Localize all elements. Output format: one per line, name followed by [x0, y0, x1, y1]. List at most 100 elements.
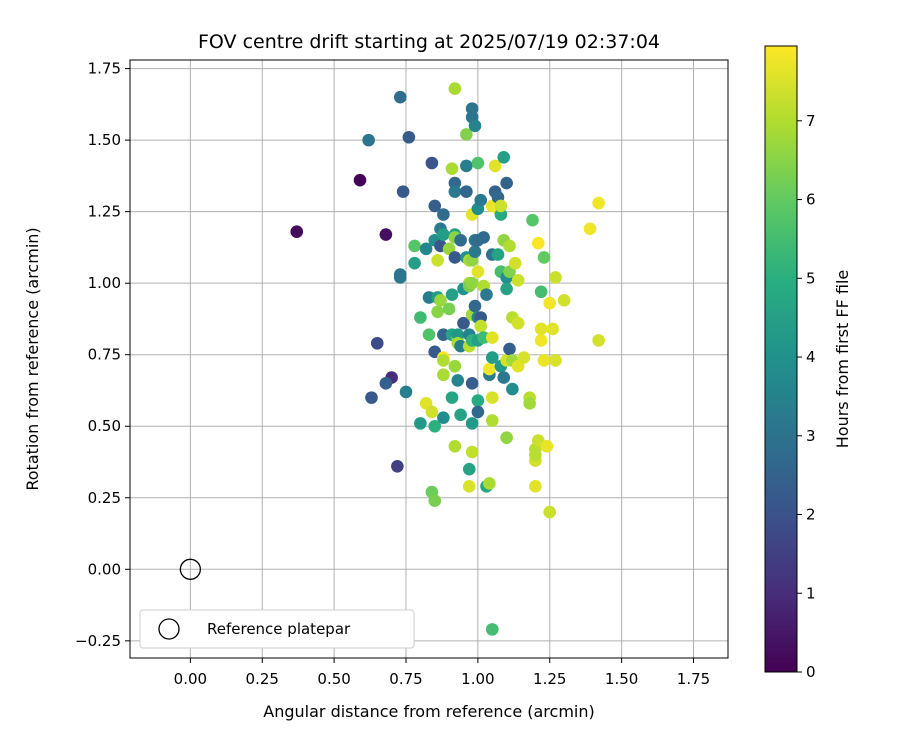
data-point [549, 354, 562, 367]
data-point [425, 405, 439, 419]
x-tick-label: 0.50 [317, 670, 350, 688]
y-tick-label: 0.00 [88, 560, 121, 578]
x-axis-label: Angular distance from reference (arcmin) [263, 702, 594, 721]
data-point [465, 417, 479, 430]
data-point [468, 299, 482, 313]
colorbar-tick-label: 6 [806, 191, 816, 209]
data-point [485, 351, 499, 364]
x-tick-label: 1.25 [533, 670, 566, 688]
data-point [483, 362, 496, 376]
y-tick-label: −0.25 [75, 632, 121, 650]
x-tick-label: 0.00 [174, 670, 207, 688]
data-point [391, 459, 404, 473]
data-point [422, 328, 436, 341]
data-point [445, 288, 459, 301]
y-axis-ticks: −0.25 0.00 0.25 0.50 0.75 1.00 1.25 1.50 1.75 [75, 60, 130, 650]
data-point [526, 213, 539, 227]
data-point [494, 199, 508, 213]
colorbar-tick-label: 0 [806, 663, 816, 681]
data-point [408, 239, 421, 253]
data-point [408, 256, 421, 270]
y-tick-label: 0.25 [88, 489, 121, 507]
data-point [290, 225, 304, 238]
data-point [557, 294, 571, 307]
data-point [428, 494, 442, 507]
data-point [437, 354, 450, 367]
legend: Reference platepar [139, 609, 415, 649]
data-point [511, 274, 525, 287]
data-point [534, 322, 548, 336]
data-point [454, 339, 467, 353]
data-point [414, 311, 427, 324]
data-point [437, 328, 450, 341]
x-tick-label: 1.75 [677, 670, 710, 688]
data-point [477, 231, 490, 244]
data-point [445, 162, 459, 176]
data-point [497, 150, 511, 164]
y-tick-label: 0.75 [88, 346, 121, 364]
data-point [448, 359, 462, 373]
data-point [434, 294, 447, 307]
data-point [485, 331, 499, 344]
colorbar-tick-label: 5 [806, 269, 816, 287]
data-point [365, 391, 378, 404]
y-axis-label: Rotation from reference (arcmin) [23, 227, 42, 490]
chart-title: FOV centre drift starting at 2025/07/19 … [198, 31, 660, 53]
data-point [460, 128, 473, 141]
data-point [437, 368, 450, 382]
data-point [474, 319, 488, 333]
data-point [471, 405, 485, 419]
colorbar-tick-label: 2 [806, 506, 816, 524]
data-point [431, 305, 444, 319]
y-tick-label: 1.00 [88, 274, 121, 292]
data-point [445, 391, 459, 404]
data-point [483, 477, 496, 490]
data-point [393, 90, 407, 104]
legend-box [139, 609, 415, 649]
data-point [500, 431, 513, 444]
data-point [419, 242, 433, 256]
data-point [537, 354, 551, 367]
colorbar-tick-label: 3 [806, 427, 816, 445]
data-point [370, 336, 384, 350]
data-point [414, 417, 427, 430]
reference-marker [179, 558, 202, 580]
colorbar-tick-label: 1 [806, 584, 816, 602]
data-point [442, 302, 456, 316]
data-points [290, 82, 605, 636]
data-point [546, 322, 559, 336]
colorbar-tick-label: 4 [806, 348, 816, 366]
data-point [437, 208, 450, 221]
data-point [457, 316, 470, 330]
data-point [468, 119, 482, 133]
data-point [428, 199, 442, 213]
data-point [448, 185, 462, 198]
data-point [477, 331, 490, 344]
data-point [428, 419, 442, 433]
plot-background [130, 60, 728, 658]
data-point [534, 285, 548, 299]
data-point [448, 439, 462, 453]
data-point [379, 228, 393, 241]
data-point [529, 480, 542, 493]
data-point [500, 282, 513, 296]
data-point [480, 288, 493, 301]
colorbar-tick-label: 7 [806, 112, 816, 130]
data-point [462, 480, 476, 493]
data-point [448, 82, 462, 95]
x-tick-label: 0.25 [246, 670, 279, 688]
data-point [529, 448, 542, 462]
y-tick-label: 1.75 [88, 60, 121, 78]
colorbar-label: Hours from first FF file [833, 270, 852, 449]
x-tick-label: 0.75 [389, 670, 422, 688]
data-point [508, 256, 522, 270]
legend-label: Reference platepar [207, 620, 351, 638]
data-point [517, 351, 531, 364]
data-point [485, 391, 499, 404]
data-point [431, 253, 444, 267]
data-point [488, 159, 502, 173]
data-point [523, 397, 536, 410]
data-point [474, 193, 488, 207]
data-point [422, 291, 436, 304]
colorbar-gradient [764, 45, 798, 673]
